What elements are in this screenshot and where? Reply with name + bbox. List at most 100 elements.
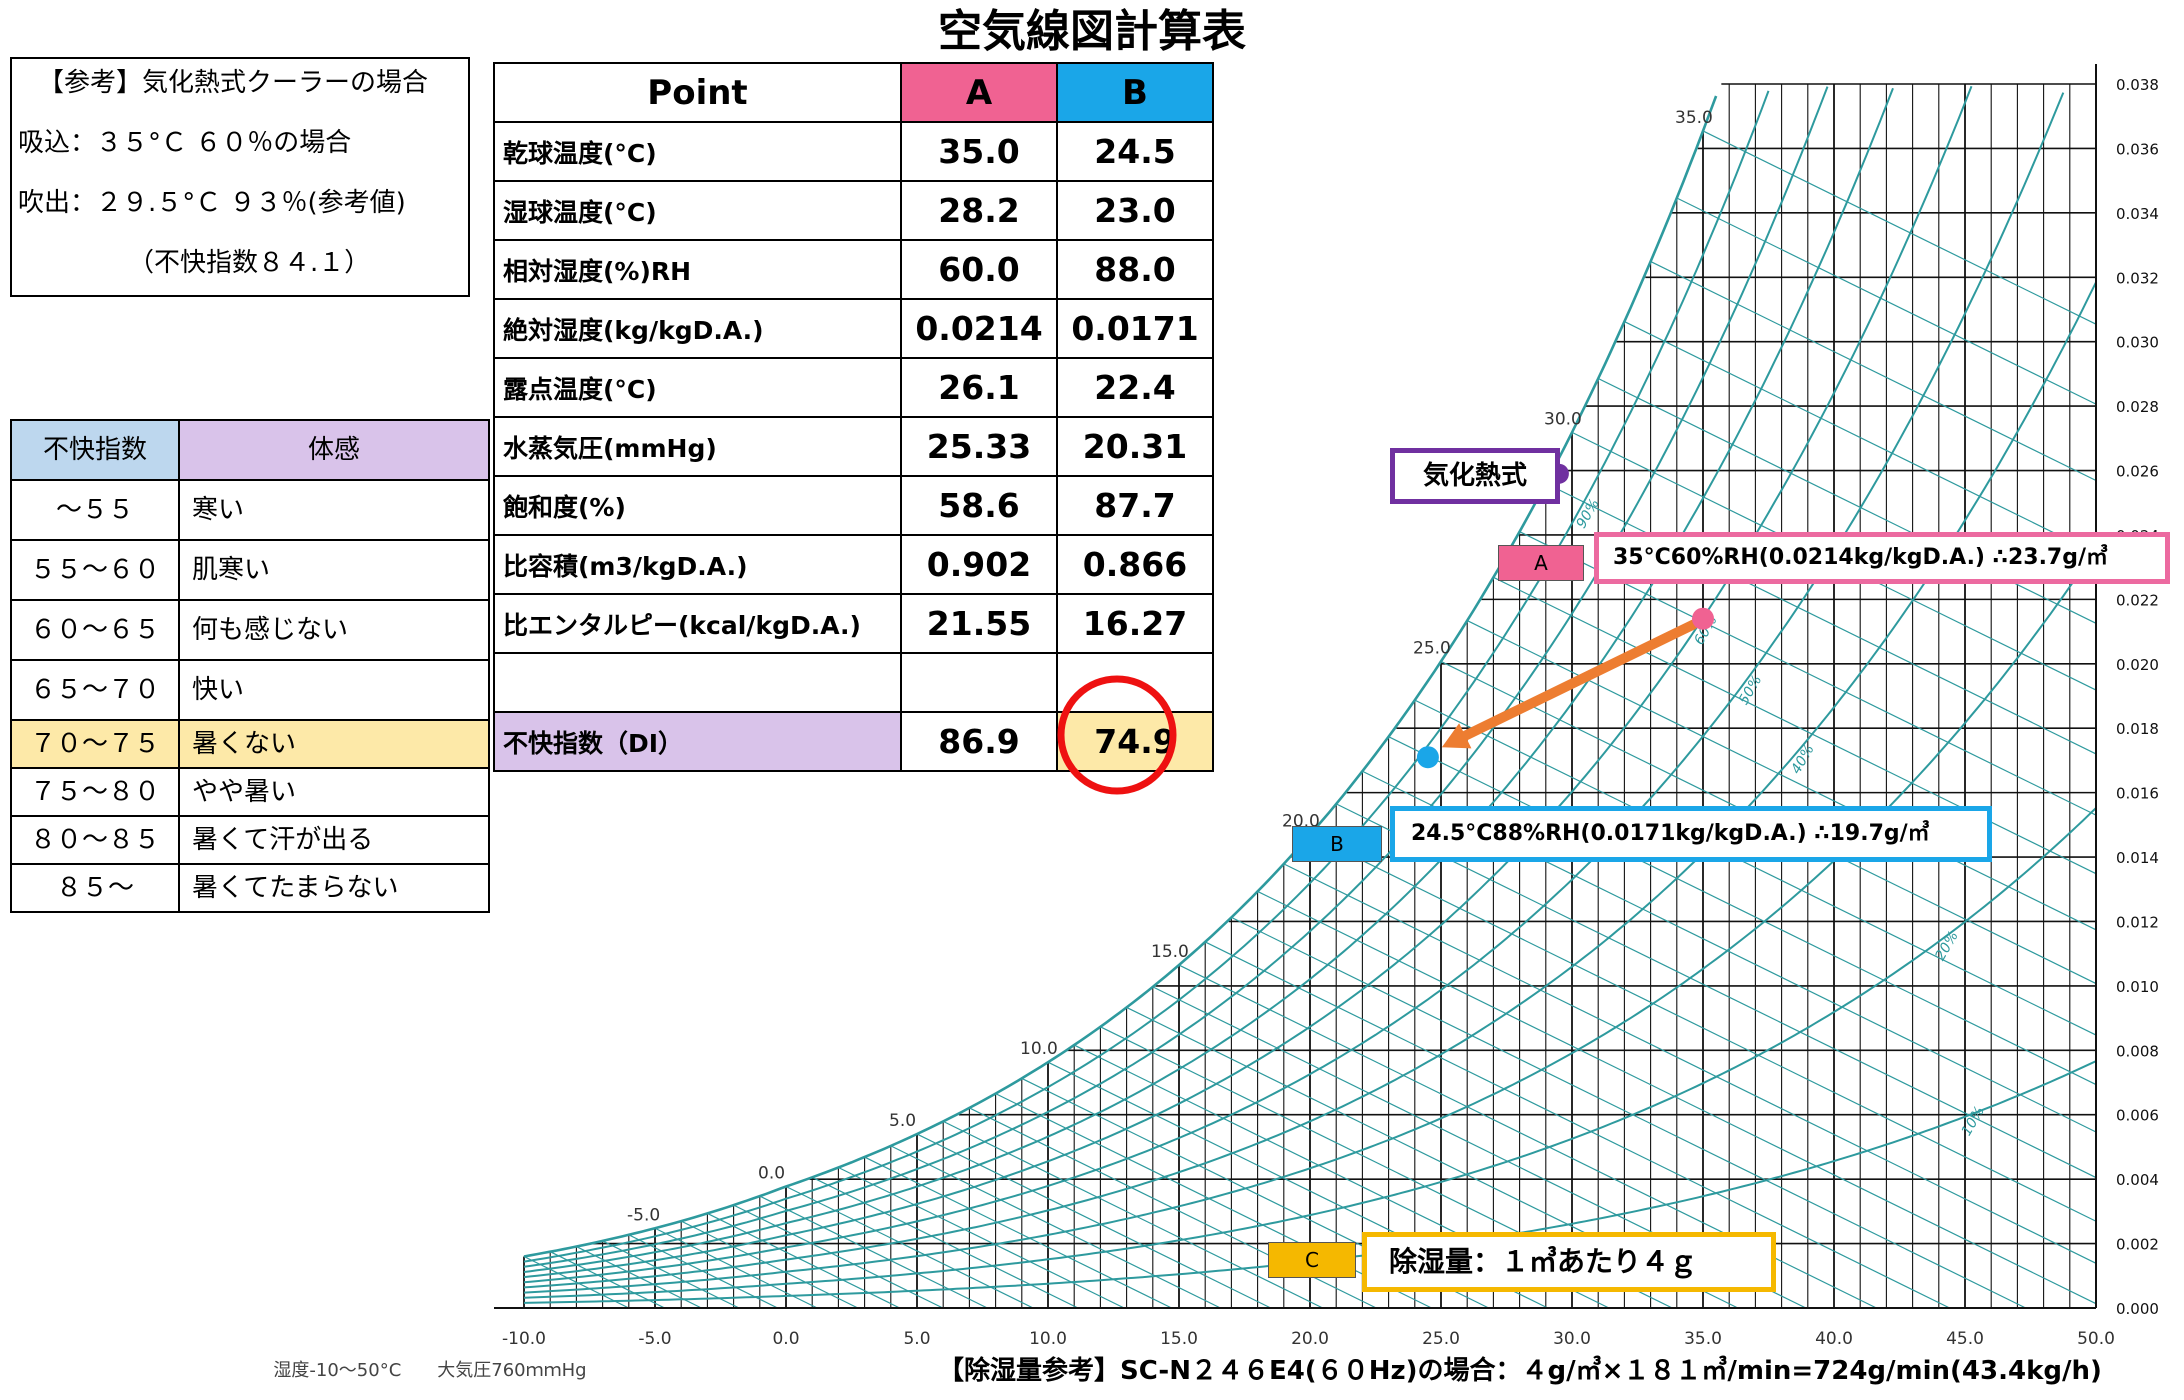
calc-value-a: 28.2 [900, 180, 1058, 241]
calc-row: 比エンタルピー(kcal/kgD.A.) 21.55 16.27 [493, 593, 1214, 654]
calc-value-b: 88.0 [1056, 239, 1214, 300]
calc-label [493, 652, 902, 713]
di-range: ７５～８０ [10, 767, 180, 817]
di-table-row: ～５５ 寒い [10, 479, 490, 541]
wet-bulb-line [1493, 576, 2097, 875]
wet-bulb-line [1624, 321, 2097, 555]
calc-label: 湿球温度(°C) [493, 180, 902, 241]
rh-curve [523, 92, 2065, 1284]
di-feel: 暑くて汗が出る [178, 815, 490, 865]
y-tick-label: 0.016 [2116, 785, 2159, 803]
chart-footnote: 湿度-10～50°C 大気圧760ｍｍHg [273, 1360, 587, 1381]
calc-row-empty [493, 652, 1214, 713]
calc-row: 露点温度(°C) 26.1 22.4 [493, 357, 1214, 418]
y-tick-label: 0.008 [2116, 1042, 2159, 1060]
calc-row: 飽和度(%) 58.6 87.7 [493, 475, 1214, 536]
y-tick-label: 0.020 [2116, 656, 2159, 674]
reference-line: 【参考】気化熱式クーラーの場合 [38, 68, 429, 98]
rh-curve [523, 90, 1770, 1263]
di-range: ８５～ [10, 863, 180, 913]
x-tick-label: 20.0 [1291, 1329, 1329, 1349]
di-table-row: ６０～６５ 何も感じない [10, 599, 490, 661]
di-feel: 暑くてたまらない [178, 863, 490, 913]
calc-label: 絶対湿度(kg/kgD.A.) [493, 298, 902, 359]
y-tick-label: 0.036 [2116, 140, 2159, 158]
calc-label: 乾球温度(°C) [493, 121, 902, 182]
y-tick-label: 0.014 [2116, 849, 2159, 867]
calc-value-b: 87.7 [1056, 475, 1214, 536]
reference-box: 【参考】気化熱式クーラーの場合 吸込：３５°Ｃ ６０％の場合 吹出：２９.５°Ｃ… [10, 57, 470, 297]
di-table-row: ７５～８０ やや暑い [10, 767, 490, 817]
calc-label: 水蒸気圧(mmHg) [493, 416, 902, 477]
y-tick-label: 0.034 [2116, 205, 2159, 223]
point-a [1692, 607, 1714, 630]
calc-row: 比容積(m3/kgD.A.) 0.902 0.866 [493, 534, 1214, 595]
marker-c: C [1268, 1242, 1356, 1278]
wet-bulb-line [1309, 834, 2097, 1222]
x-tick-label: -10.0 [502, 1329, 546, 1349]
di-feel: 何も感じない [178, 599, 490, 661]
calc-value-a: 21.55 [900, 593, 1058, 654]
calc-value-b: 24.5 [1056, 121, 1214, 182]
y-tick-label: 0.004 [2116, 1171, 2159, 1189]
di-feel: 快い [178, 659, 490, 721]
calc-label: 比エンタルピー(kcal/kgD.A.) [493, 593, 902, 654]
calc-value-b: 20.31 [1056, 416, 1214, 477]
reference-line: 吹出：２９.５°Ｃ ９３％(参考値) [18, 188, 406, 218]
wet-bulb-line [1702, 130, 2097, 325]
x-tick-label: 10.0 [1029, 1329, 1067, 1349]
y-tick-label: 0.038 [2116, 76, 2159, 94]
calc-value-a: 25.33 [900, 416, 1058, 477]
rh-curve [523, 87, 1894, 1273]
discomfort-index-table: 不快指数 体感 ～５５ 寒い ５５～６０ 肌寒い ６０～６５ 何も感じない ６５～７０… [10, 419, 490, 913]
wet-bulb-line [1414, 699, 2097, 1036]
calc-label: 相対湿度(%)RH [493, 239, 902, 300]
wet-bulb-line [707, 1212, 900, 1309]
di-value-b: 74.9 [1056, 711, 1214, 772]
rh-label: 40% [1788, 742, 1817, 777]
wet-bulb-line [890, 1145, 1221, 1309]
wet-bulb-line [1204, 941, 1950, 1309]
y-tick-label: 0.000 [2116, 1300, 2159, 1318]
y-tick-label: 0.022 [2116, 591, 2159, 609]
di-range: ８０～８５ [10, 815, 180, 865]
di-feel: やや暑い [178, 767, 490, 817]
di-feel: 寒い [178, 479, 490, 541]
calc-value-b: 22.4 [1056, 357, 1214, 418]
di-label: 不快指数（DI） [493, 711, 902, 772]
calc-value-a: 60.0 [900, 239, 1058, 300]
wet-bulb-label: 30.0 [1544, 409, 1582, 429]
wet-bulb-line [1650, 260, 2097, 482]
wet-bulb-line [1335, 803, 2097, 1179]
rh-curve [523, 807, 2097, 1299]
calc-row: 絶対湿度(kg/kgD.A.) 0.0214 0.0171 [493, 298, 1214, 359]
y-tick-label: 0.028 [2116, 398, 2159, 416]
wet-bulb-line [628, 1234, 778, 1309]
wet-bulb-line [523, 1255, 630, 1309]
reference-line: 吸込：３５°Ｃ ６０％の場合 [18, 128, 352, 158]
header-a: A [900, 62, 1058, 123]
wet-bulb-label: 15.0 [1151, 942, 1189, 962]
wet-bulb-line [864, 1156, 1172, 1309]
x-tick-label: 35.0 [1684, 1329, 1722, 1349]
x-tick-label: 30.0 [1553, 1329, 1591, 1349]
callout-c: 除湿量：１㎥あたり４ｇ [1362, 1232, 1776, 1292]
di-range: ６０～６５ [10, 599, 180, 661]
y-tick-label: 0.002 [2116, 1236, 2159, 1254]
di-range: ６５～７０ [10, 659, 180, 721]
transition-arrow [1448, 619, 1698, 747]
di-table-row: ８０～８５ 暑くて汗が出る [10, 815, 490, 865]
wet-bulb-line [916, 1133, 1272, 1309]
callout-a: 35°C60%RH(0.0214kg/kgD.A.) ∴23.7g/㎥ [1594, 532, 2170, 584]
di-table-row: ６５～７０ 快い [10, 659, 490, 721]
arrow-head [1441, 723, 1472, 749]
y-tick-label: 0.012 [2116, 913, 2159, 931]
header-b: B [1056, 62, 1214, 123]
calc-value-a: 0.0214 [900, 298, 1058, 359]
wet-bulb-line [759, 1195, 988, 1309]
marker-b: B [1292, 826, 1382, 862]
di-feel: 暑くない [178, 719, 490, 769]
wet-bulb-line [1388, 736, 2097, 1086]
di-value-a: 86.9 [900, 711, 1058, 772]
wet-bulb-label: -5.0 [627, 1205, 660, 1225]
